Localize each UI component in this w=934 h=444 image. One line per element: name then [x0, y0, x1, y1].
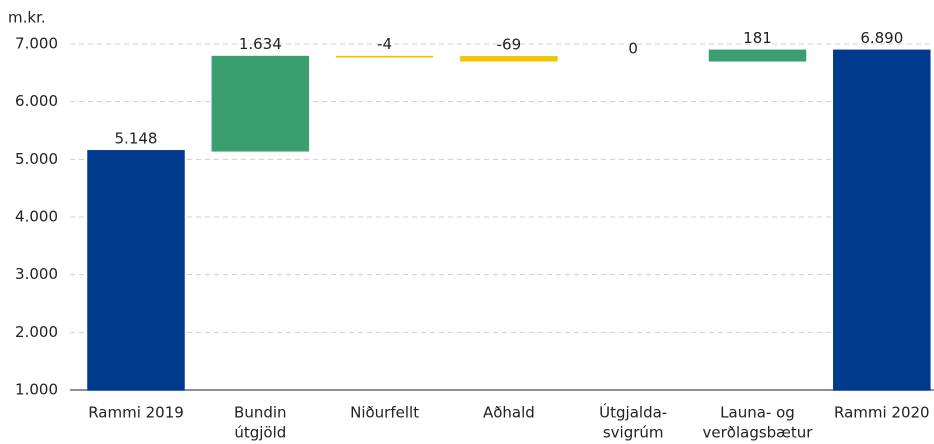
y-tick-label: 5.000	[15, 150, 58, 168]
data-label: 6.890	[860, 29, 903, 47]
bar	[833, 49, 931, 391]
x-tick-label: Aðhald	[483, 404, 535, 422]
data-label: 0	[628, 39, 638, 57]
x-tick-label: Launa- og	[720, 404, 795, 422]
data-label: 5.148	[115, 129, 158, 147]
bar	[211, 55, 310, 152]
data-label: 1.634	[239, 35, 282, 53]
x-tick-label: Bundin	[234, 404, 287, 422]
y-tick-label: 1.000	[15, 381, 58, 399]
bar	[708, 49, 807, 62]
y-tick-label: 4.000	[15, 208, 58, 226]
y-tick-label: 3.000	[15, 265, 58, 283]
y-tick-label: 7.000	[15, 35, 58, 53]
x-tick-label: útgjöld	[234, 424, 286, 442]
bar	[460, 56, 558, 62]
y-tick-label: 2.000	[15, 323, 58, 341]
y-axis-label: m.kr.	[8, 9, 46, 27]
x-tick-label: Niðurfellt	[350, 404, 419, 422]
data-label: -69	[497, 35, 522, 53]
bar	[87, 150, 185, 391]
data-label: -4	[377, 35, 392, 53]
x-tick-label: Útgjalda-	[599, 403, 667, 422]
x-tick-label: Rammi 2019	[88, 404, 184, 422]
data-label: 181	[743, 29, 772, 47]
x-tick-label: svigrúm	[603, 424, 664, 442]
x-tick-label: verðlagsbætur	[703, 424, 814, 442]
x-tick-label: Rammi 2020	[834, 404, 930, 422]
y-tick-label: 6.000	[15, 92, 58, 110]
